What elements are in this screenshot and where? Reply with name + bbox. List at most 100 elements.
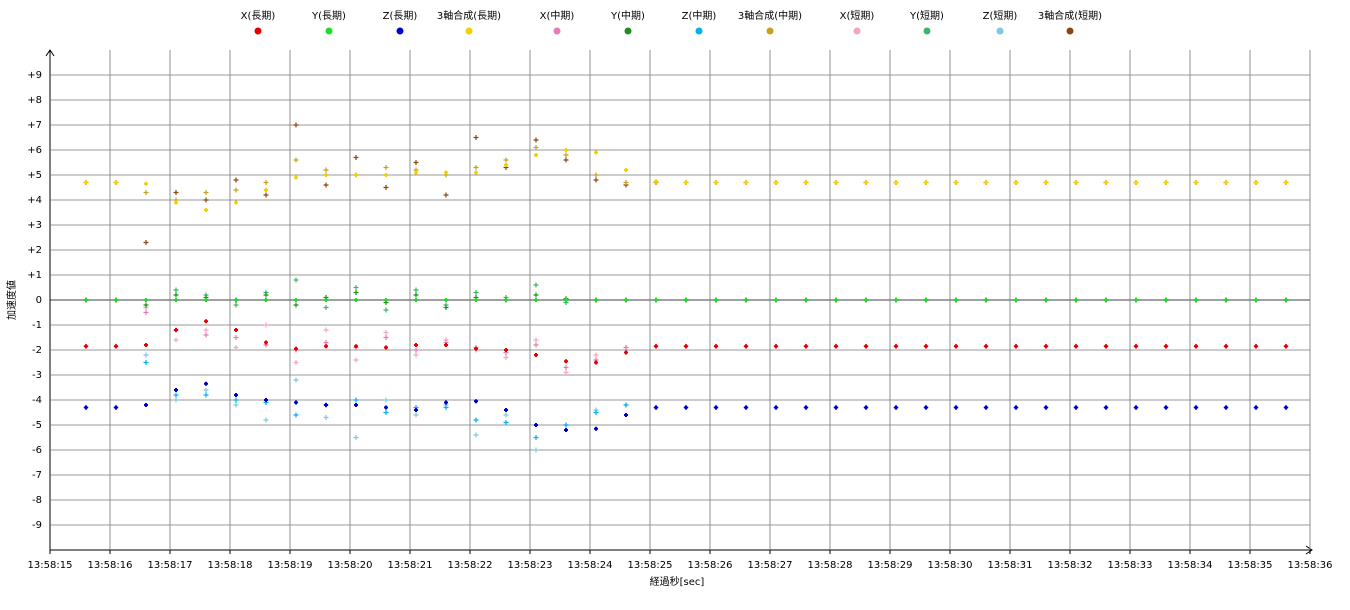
data-point [1224,180,1228,185]
y-tick-label: -4 [32,395,42,406]
data-point [654,298,658,302]
data-point [174,298,178,302]
data-point [143,360,149,365]
data-point [774,405,778,410]
legend-marker [766,27,774,35]
data-point [1074,344,1078,349]
data-point [474,298,478,302]
data-point [594,298,598,302]
data-point [744,344,748,349]
data-point [624,168,628,172]
data-point [353,435,359,440]
data-point [774,298,778,302]
data-point [864,298,868,302]
data-point [684,344,688,349]
y-tick-label: +4 [27,195,42,206]
data-point [324,298,328,302]
data-point [383,307,389,313]
data-point [203,190,209,195]
data-point [413,292,419,298]
data-point [1104,298,1108,302]
data-point [563,152,569,158]
data-point [323,167,329,173]
data-point [684,298,688,302]
data-point [1254,405,1258,410]
data-point [474,170,478,175]
data-point [173,397,179,403]
data-point [1224,405,1228,410]
data-point [804,298,808,302]
data-point [654,405,658,410]
data-point [714,405,718,410]
data-point [834,298,838,302]
data-point [263,417,269,423]
legend-marker [396,27,404,35]
data-point [774,180,778,185]
data-point [323,305,329,310]
data-point [834,344,838,349]
data-point [1134,405,1138,410]
legend-label: Z(短期) [983,9,1018,22]
data-point [473,417,479,423]
data-point [474,346,478,351]
x-tick-label: 13:58:26 [688,560,733,571]
data-point [1284,298,1288,302]
data-point [413,412,419,418]
data-point [234,393,238,397]
legend-marker [254,27,262,35]
y-tick-label: -8 [32,495,42,506]
y-tick-label: -7 [32,470,42,481]
data-point [354,344,358,349]
data-point [504,298,508,302]
x-tick-label: 13:58:33 [1108,560,1153,571]
data-point [1044,180,1048,185]
y-tick-label: +3 [27,220,42,231]
y-tick-label: +6 [27,145,42,156]
data-point [984,298,988,302]
data-point [203,387,209,393]
data-point [1194,405,1198,410]
data-point [84,298,88,302]
data-point [804,405,808,410]
data-point [383,397,389,403]
data-point [924,298,928,302]
y-tick-label: -6 [32,445,42,456]
data-point [174,200,178,205]
y-tick-label: -2 [32,345,42,356]
data-point [294,175,298,180]
data-point [444,343,448,347]
data-point [1104,180,1108,185]
data-point [323,340,329,345]
data-point [834,180,838,185]
legend-label: X(中期) [540,9,575,22]
x-axis-arrow [1305,545,1313,555]
data-point [563,422,569,428]
legend-marker [996,27,1004,35]
data-point [294,346,298,351]
data-point [114,344,118,349]
data-point [714,298,718,302]
data-point [534,298,538,302]
data-point [234,328,238,332]
data-point [1044,405,1048,410]
data-point [143,352,149,358]
data-point [204,298,208,302]
x-tick-label: 13:58:20 [328,560,373,571]
data-point [834,405,838,410]
data-point [1194,298,1198,302]
legend-label: 3軸合成(長期) [437,9,501,22]
data-point [143,240,149,245]
data-point [533,292,539,298]
data-point [1254,344,1258,349]
data-point [954,344,958,349]
data-point [323,415,329,420]
data-point [654,179,658,184]
data-point [324,344,328,349]
data-point [504,408,508,412]
legend-marker [325,27,333,35]
data-point [593,410,599,415]
data-point [594,426,598,431]
legend-label: Y(長期) [311,10,346,22]
data-point [413,287,419,293]
